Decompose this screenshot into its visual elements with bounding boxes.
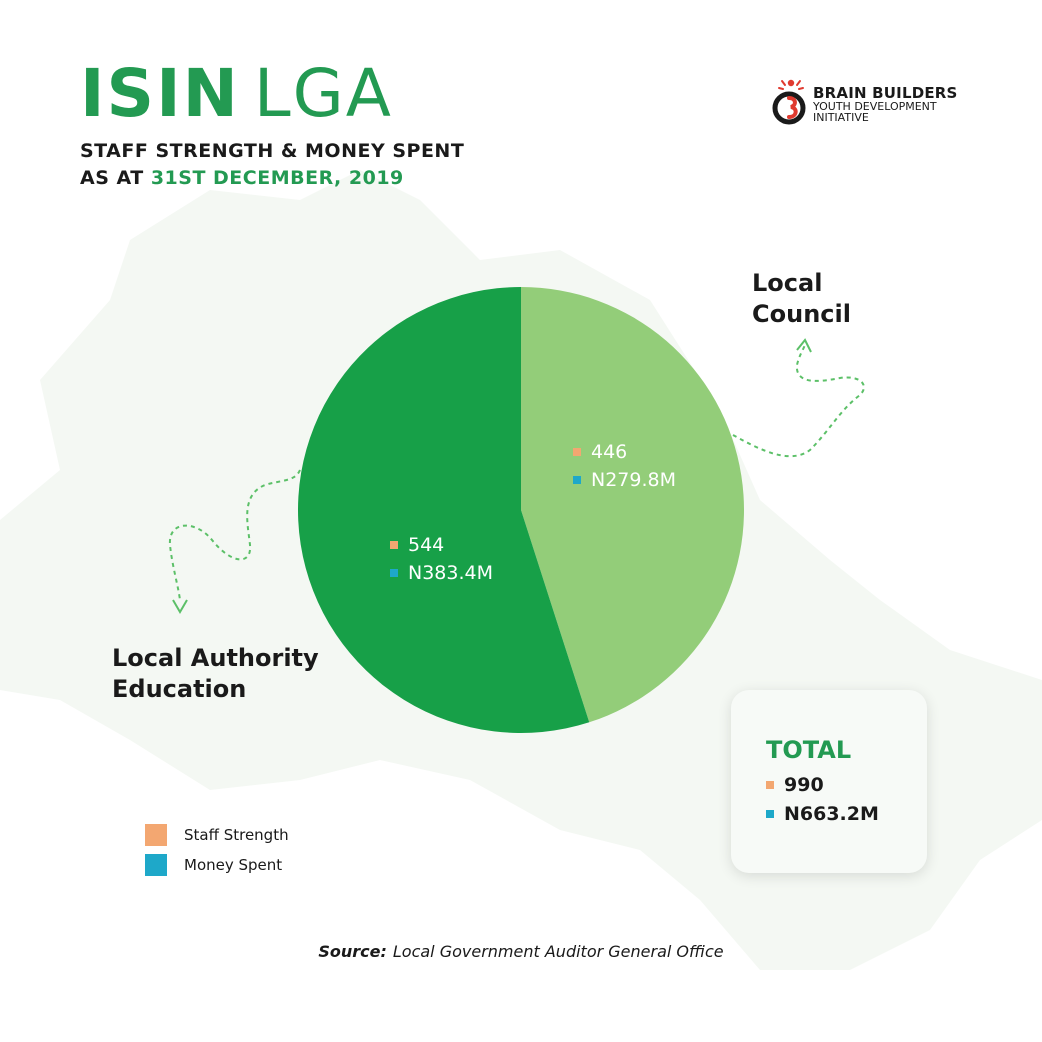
page-subtitle: STAFF STRENGTH & MONEY SPENT AS AT 31ST … xyxy=(80,138,464,192)
local-authority-education-staff: 544 xyxy=(390,531,493,559)
subtitle-date: 31ST DECEMBER, 2019 xyxy=(150,167,404,189)
local-authority-education-staff-value: 544 xyxy=(408,534,445,556)
local-council-money-value: N279.8M xyxy=(591,469,676,491)
subtitle-line1: STAFF STRENGTH & MONEY SPENT xyxy=(80,140,465,162)
local-council-arrow-icon xyxy=(796,338,812,353)
local-council-staff: 446 xyxy=(573,438,676,466)
local-council-callout: Local Council xyxy=(752,268,1012,330)
pie-slice-local-council xyxy=(521,287,745,723)
local-authority-education-callout-line2: Education xyxy=(112,675,247,703)
legend-label-staff-strength: Staff Strength xyxy=(184,826,289,844)
source-label: Source: xyxy=(318,942,387,961)
legend-item-money-spent: Money Spent xyxy=(145,850,289,880)
local-council-connector xyxy=(732,344,865,458)
local-council-money: N279.8M xyxy=(573,466,676,494)
local-authority-education-arrow-icon xyxy=(172,599,188,614)
total-title: TOTAL xyxy=(766,736,852,764)
logo-title: BRAIN BUILDERS xyxy=(813,84,958,102)
local-authority-education-money-value: N383.4M xyxy=(408,562,493,584)
local-authority-education-callout-line1: Local Authority xyxy=(112,644,319,672)
total-staff-value: 990 xyxy=(784,774,824,796)
local-council-staff-value: 446 xyxy=(591,441,628,463)
brand-logo: BRAIN BUILDERS YOUTH DEVELOPMENT INITIAT… xyxy=(770,76,970,128)
total-money-value: N663.2M xyxy=(784,803,879,825)
local-council-callout-line2: Council xyxy=(752,300,851,328)
page-title: ISIN LGA xyxy=(80,58,464,130)
logo-subtitle-line2: INITIATIVE xyxy=(813,111,869,124)
local-authority-education-values: 544 N383.4M xyxy=(390,531,493,587)
staff-marker-icon xyxy=(573,448,581,456)
title-block: ISIN LGA STAFF STRENGTH & MONEY SPENT AS … xyxy=(80,58,464,192)
local-council-callout-line1: Local xyxy=(752,269,823,297)
subtitle-prefix: AS AT xyxy=(80,167,144,189)
source-note: Source: Local Government Auditor General … xyxy=(0,942,1042,961)
legend-label-money-spent: Money Spent xyxy=(184,856,283,874)
money-marker-icon xyxy=(766,810,774,818)
local-authority-education-callout: Local Authority Education xyxy=(112,643,372,705)
subtitle-line2: AS AT 31ST DECEMBER, 2019 xyxy=(80,165,464,192)
staff-strength-swatch-icon xyxy=(145,824,167,846)
logo-mark-icon xyxy=(772,79,806,125)
money-marker-icon xyxy=(573,476,581,484)
logo-subtitle-line1: YOUTH DEVELOPMENT xyxy=(813,100,937,113)
money-spent-swatch-icon xyxy=(145,854,167,876)
title-strong: ISIN xyxy=(80,55,240,132)
total-card: TOTAL 990 N663.2M xyxy=(731,690,927,873)
local-authority-education-money: N383.4M xyxy=(390,559,493,587)
staff-marker-icon xyxy=(766,781,774,789)
total-staff: 990 xyxy=(766,774,824,796)
money-marker-icon xyxy=(390,569,398,577)
title-light: LGA xyxy=(253,55,393,132)
local-authority-education-connector xyxy=(168,469,301,601)
total-money: N663.2M xyxy=(766,803,879,825)
staff-marker-icon xyxy=(390,541,398,549)
pie-slice-local-authority-education xyxy=(298,287,590,733)
local-council-values: 446 N279.8M xyxy=(573,438,676,494)
logo-subtitle: YOUTH DEVELOPMENT INITIATIVE xyxy=(813,101,937,123)
chart-legend: Staff Strength Money Spent xyxy=(145,820,289,880)
legend-item-staff-strength: Staff Strength xyxy=(145,820,289,850)
source-text: Local Government Auditor General Office xyxy=(392,942,724,961)
